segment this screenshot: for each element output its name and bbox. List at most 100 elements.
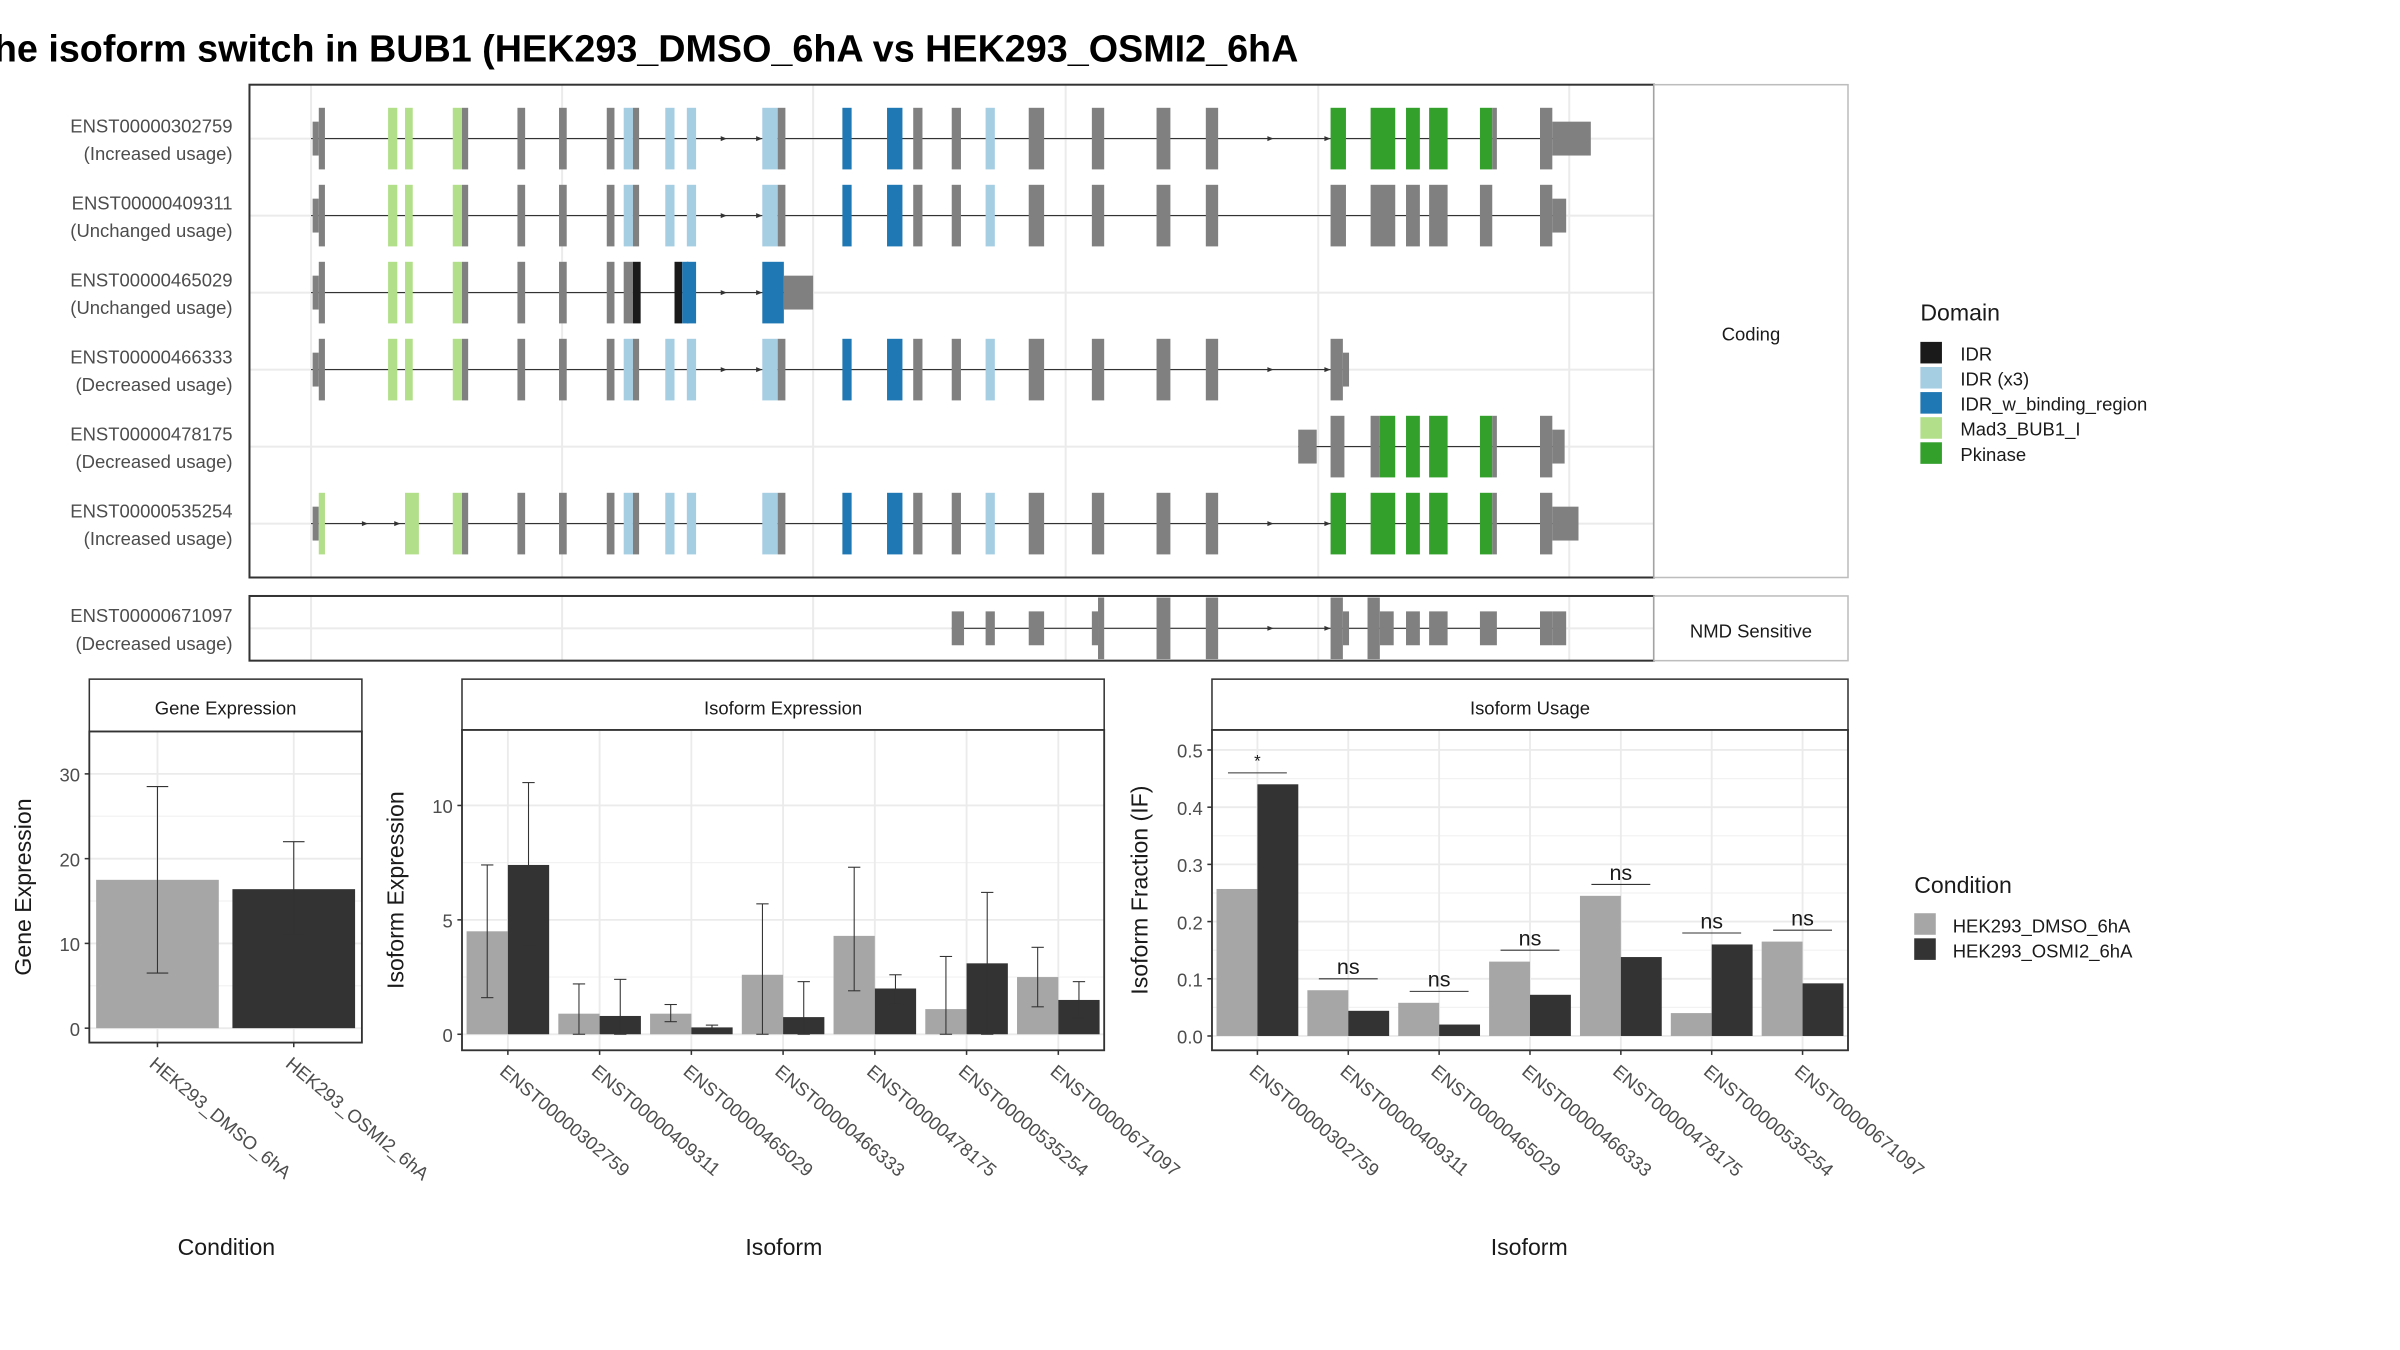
y-axis-title: Gene Expression	[10, 798, 36, 975]
exon-block	[985, 492, 995, 555]
page-title: he isoform switch in BUB1 (HEK293_DMSO_6…	[0, 28, 1298, 70]
panel-strip-label: Isoform Expression	[704, 698, 862, 719]
transcript-id-label: ENST00000409311	[72, 192, 233, 213]
exon-block	[665, 184, 675, 247]
legend-condition-swatch	[1914, 938, 1936, 960]
transcript-id-label: ENST00000302759	[70, 115, 232, 136]
exon-block	[623, 492, 633, 555]
bar	[1348, 1010, 1390, 1036]
transcript-usage-label: (Increased usage)	[84, 143, 233, 164]
panel-strip-box	[88, 678, 363, 733]
exon-block	[1406, 107, 1420, 170]
exon-block	[1406, 184, 1420, 247]
exon-block	[1156, 107, 1171, 170]
exon-block	[606, 107, 615, 170]
bar	[1398, 1002, 1440, 1036]
exon-block	[312, 352, 319, 387]
exon-block	[762, 107, 778, 170]
exon-block	[762, 492, 778, 555]
exon-block	[318, 338, 325, 401]
legend-domain-label: IDR_w_binding_region	[1960, 394, 2147, 416]
exon-block	[1540, 415, 1553, 478]
exon-block	[1330, 338, 1343, 401]
exon-block	[777, 184, 786, 247]
exon-block	[462, 107, 469, 170]
exon-block	[1406, 611, 1420, 646]
exon-block	[1429, 184, 1448, 247]
exon-block	[559, 107, 567, 170]
exon-block	[1552, 506, 1579, 541]
exon-block	[1552, 198, 1567, 233]
x-axis-title: Isoform	[1491, 1234, 1568, 1260]
exon-block	[1370, 107, 1396, 170]
exon-block	[951, 492, 961, 555]
legend-condition-label: HEK293_OSMI2_6hA	[1953, 941, 2133, 963]
exon-block	[1552, 429, 1565, 464]
exon-block	[1429, 415, 1448, 478]
exon-block	[1540, 184, 1553, 247]
intron-arrow	[1324, 625, 1331, 631]
transcript-usage-label: (Unchanged usage)	[70, 220, 232, 241]
exon-block	[1429, 611, 1448, 646]
exon-block	[1406, 492, 1420, 555]
y-tick-label: 5	[442, 911, 452, 932]
exon-block	[1330, 597, 1343, 660]
y-tick-label: 20	[60, 849, 81, 870]
exon-block	[388, 107, 398, 170]
exon-block	[665, 492, 675, 555]
exon-block	[559, 261, 567, 324]
exon-block	[887, 492, 903, 555]
exon-block	[1540, 611, 1553, 646]
intron-arrow	[1267, 136, 1274, 142]
exon-block	[452, 492, 462, 555]
exon-block	[623, 184, 633, 247]
exon-block	[1492, 107, 1497, 170]
y-tick-label: 0	[70, 1019, 80, 1040]
x-tick-label: HEK293_DMSO_6hA	[145, 1053, 296, 1184]
significance-label: *	[1254, 752, 1261, 771]
exon-block	[606, 261, 615, 324]
exon-block	[462, 184, 469, 247]
transcript-usage-label: (Increased usage)	[84, 528, 233, 549]
legend-condition-title: Condition	[1914, 872, 2012, 898]
exon-block	[1367, 597, 1380, 660]
significance-label: ns	[1337, 954, 1360, 979]
exon-block	[985, 184, 995, 247]
exon-block	[1091, 338, 1105, 401]
bar	[1620, 957, 1662, 1036]
exon-block	[405, 338, 413, 401]
exon-block	[405, 261, 413, 324]
bar	[1529, 994, 1571, 1036]
exon-block	[632, 184, 640, 247]
y-axis-title: Isoform Fraction (IF)	[1126, 786, 1152, 995]
exon-block	[632, 107, 640, 170]
y-tick-label: 0.2	[1177, 912, 1203, 933]
exon-block	[1156, 184, 1171, 247]
exon-block	[517, 107, 526, 170]
exon-block	[632, 338, 640, 401]
exon-block	[452, 338, 462, 401]
bar	[1579, 895, 1621, 1036]
exon-block	[318, 184, 325, 247]
exon-block	[623, 338, 633, 401]
intron-arrow	[1267, 625, 1274, 631]
exon-block	[405, 107, 413, 170]
exon-block	[559, 338, 567, 401]
exon-block	[312, 506, 319, 541]
exon-block	[665, 338, 675, 401]
exon-block	[842, 107, 852, 170]
strip-coding-box	[1653, 83, 1849, 579]
exon-block	[777, 492, 786, 555]
exon-block	[777, 107, 786, 170]
legend-domain-swatch	[1920, 392, 1942, 414]
exon-block	[1379, 611, 1394, 646]
panel-strip-label: Gene Expression	[155, 698, 297, 719]
exon-block	[1330, 415, 1345, 478]
bar	[1489, 961, 1530, 1036]
bar-panel-border	[88, 730, 363, 1044]
exon-block	[686, 261, 697, 324]
y-tick-label: 0.3	[1177, 855, 1203, 876]
legend-domain-title: Domain	[1920, 299, 2000, 325]
intron-arrow	[756, 136, 763, 142]
